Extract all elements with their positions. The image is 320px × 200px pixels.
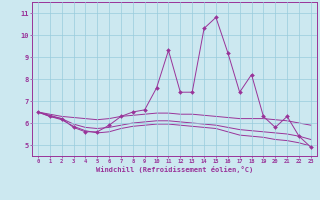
X-axis label: Windchill (Refroidissement éolien,°C): Windchill (Refroidissement éolien,°C) — [96, 166, 253, 173]
